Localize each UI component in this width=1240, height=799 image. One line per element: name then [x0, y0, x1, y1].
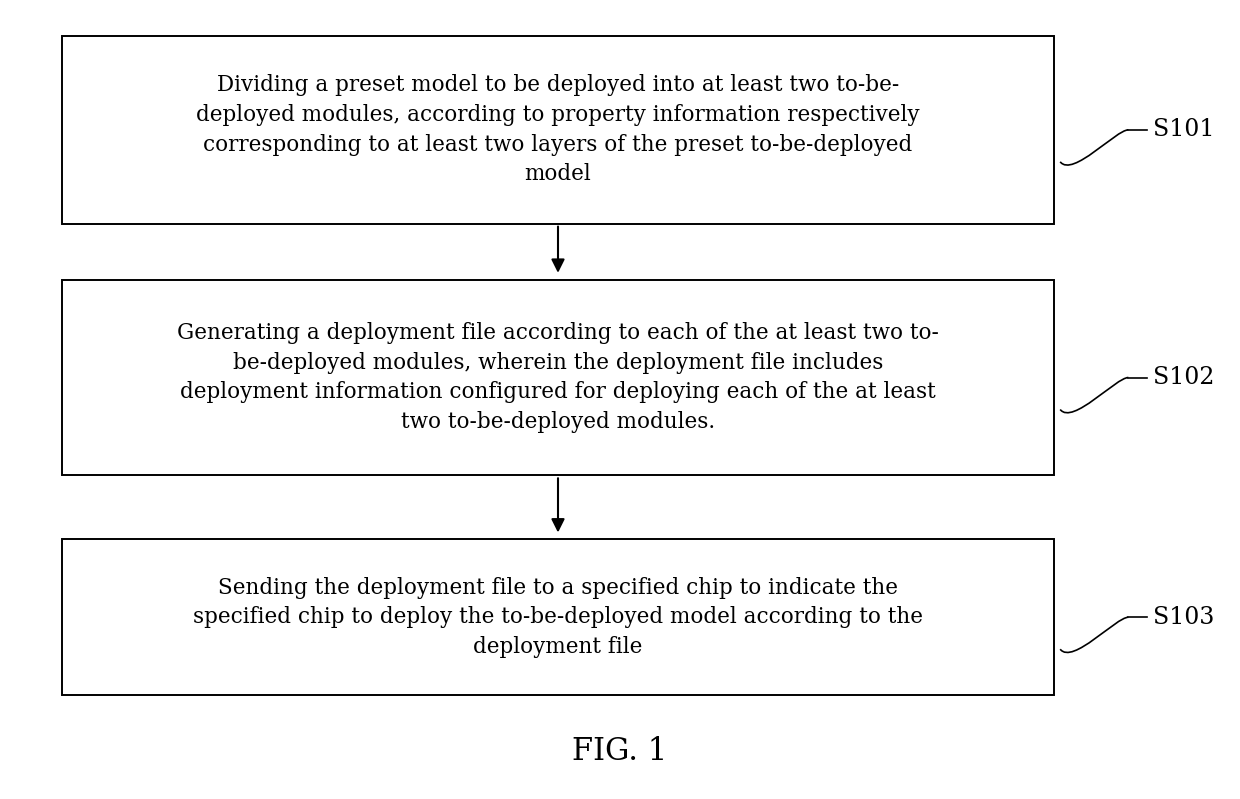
- Text: S101: S101: [1153, 118, 1215, 141]
- Text: S102: S102: [1153, 366, 1215, 389]
- FancyBboxPatch shape: [62, 36, 1054, 224]
- Text: Dividing a preset model to be deployed into at least two to-be-
deployed modules: Dividing a preset model to be deployed i…: [196, 74, 920, 185]
- FancyBboxPatch shape: [62, 539, 1054, 695]
- Text: S103: S103: [1153, 606, 1214, 629]
- Text: FIG. 1: FIG. 1: [573, 736, 667, 767]
- Text: Generating a deployment file according to each of the at least two to-
be-deploy: Generating a deployment file according t…: [177, 322, 939, 433]
- Text: Sending the deployment file to a specified chip to indicate the
specified chip t: Sending the deployment file to a specifi…: [193, 577, 923, 658]
- FancyBboxPatch shape: [62, 280, 1054, 475]
